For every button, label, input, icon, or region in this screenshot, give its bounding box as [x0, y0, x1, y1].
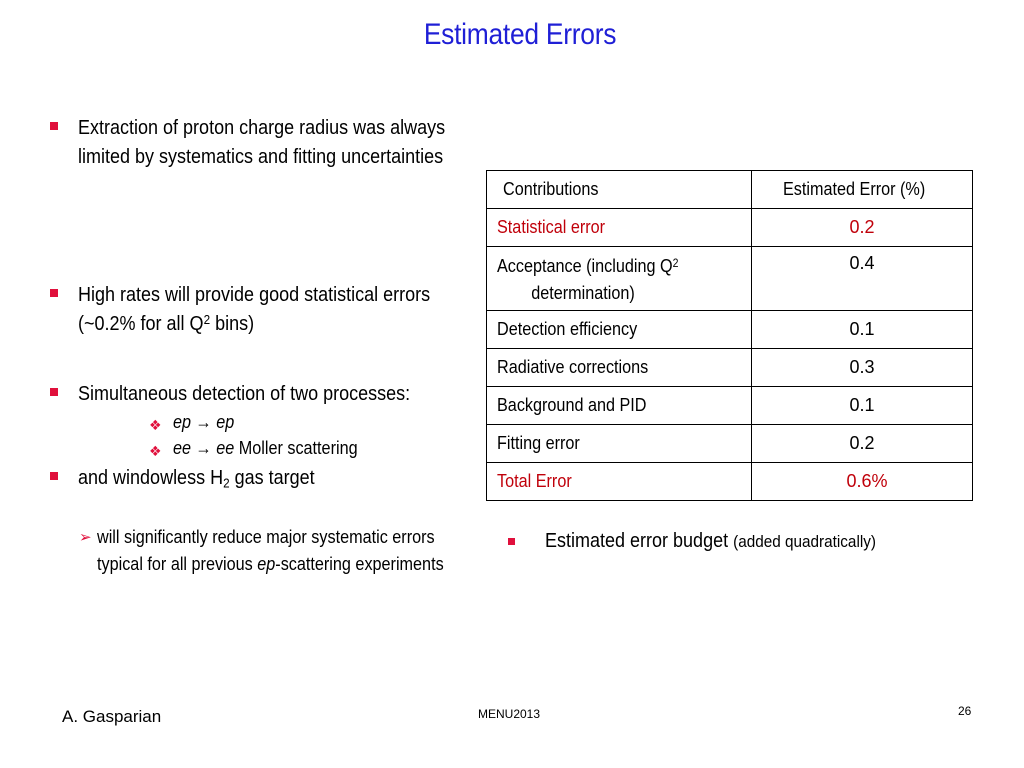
- row-label: Fitting error: [486, 424, 752, 463]
- diamond-bullet-icon: ❖: [149, 417, 162, 433]
- bullet-2-text: High rates will provide good statistical…: [78, 284, 431, 335]
- bullet-1-text: Extraction of proton charge radius was a…: [78, 117, 446, 168]
- table-row: Background and PID 0.1: [486, 386, 973, 425]
- row-label: Background and PID: [486, 386, 752, 425]
- arrow-bullet-text: will significantly reduce major systemat…: [97, 527, 444, 574]
- row-label: Acceptance (including Q2 determination): [486, 246, 752, 311]
- bullet-3-text: Simultaneous detection of two processes:: [78, 383, 411, 405]
- row-value: 0.3: [751, 348, 973, 387]
- budget-text: Estimated error budget (added quadratica…: [545, 530, 876, 552]
- row-value: 0.2: [751, 208, 973, 247]
- row-label: Total Error: [486, 462, 752, 501]
- row-value: 0.1: [751, 310, 973, 349]
- table-header-cell: Estimated Error (%): [751, 170, 973, 209]
- square-bullet-icon: [50, 472, 58, 480]
- footer-author: A. Gasparian: [62, 707, 162, 726]
- row-value: 0.2: [751, 424, 973, 463]
- square-bullet-icon: [50, 388, 58, 396]
- page-number: 26: [958, 704, 972, 718]
- slide-title: Estimated Errors: [423, 18, 617, 51]
- square-bullet-icon: [508, 538, 515, 545]
- row-value: 0.1: [751, 386, 973, 425]
- row-value: 0.6%: [751, 462, 973, 501]
- square-bullet-icon: [50, 289, 58, 297]
- square-bullet-icon: [50, 122, 58, 130]
- arrow-bullet-icon: ➢: [79, 529, 92, 546]
- table-row: Radiative corrections 0.3: [486, 348, 973, 387]
- row-label: Detection efficiency: [486, 310, 752, 349]
- table-row: Fitting error 0.2: [486, 424, 973, 463]
- table-header-row: Contributions Estimated Error (%): [486, 170, 973, 209]
- table-row: Total Error 0.6%: [486, 462, 973, 501]
- bullet-4-text: and windowless H2 gas target: [78, 467, 315, 491]
- table-row: Statistical error 0.2: [486, 208, 973, 247]
- footer-event: MENU2013: [478, 707, 541, 721]
- error-table: Contributions Estimated Error (%) Statis…: [486, 170, 973, 501]
- table-row: Acceptance (including Q2 determination) 0…: [486, 246, 973, 311]
- table-row: Detection efficiency 0.1: [486, 310, 973, 349]
- table-header-cell: Contributions: [486, 170, 752, 209]
- row-label: Statistical error: [486, 208, 752, 247]
- row-value: 0.4: [751, 246, 973, 311]
- diamond-bullet-icon: ❖: [149, 443, 162, 459]
- row-label: Radiative corrections: [486, 348, 752, 387]
